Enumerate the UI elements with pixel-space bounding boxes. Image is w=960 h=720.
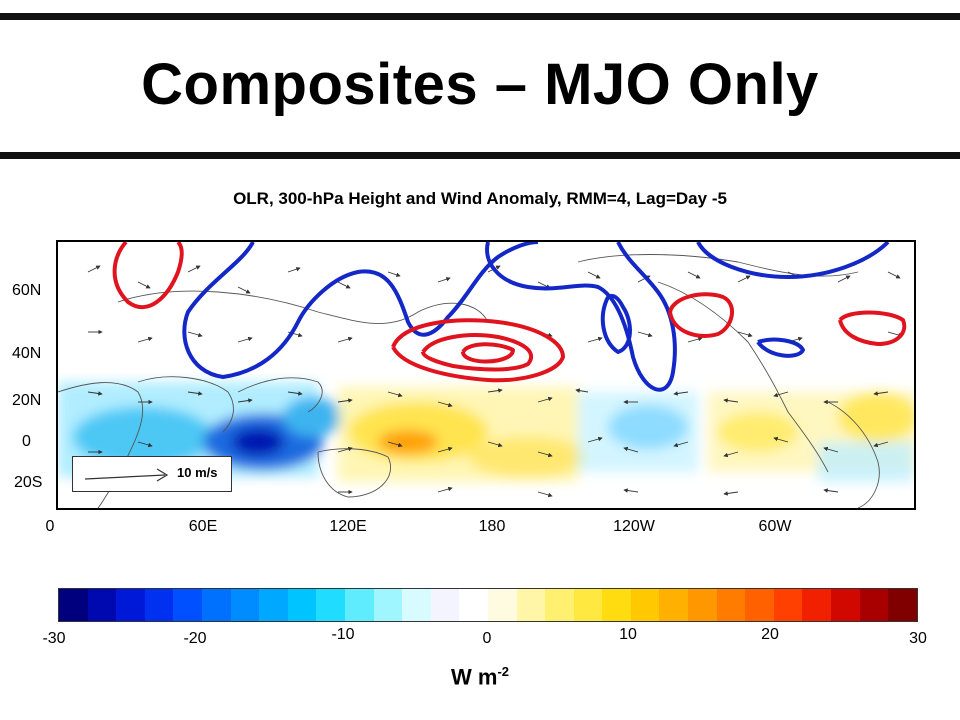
colorbar-swatch	[316, 589, 345, 621]
lat-label-eq: 0	[22, 433, 31, 450]
lon-label-60w: 60W	[758, 518, 792, 535]
colorbar-swatch	[402, 589, 431, 621]
reference-vector-label: 10 m/s	[177, 465, 218, 480]
wind-vectors	[87, 265, 903, 498]
top-rule	[0, 13, 960, 20]
colorbar-tick: 30	[909, 630, 927, 647]
bottom-rule	[0, 152, 960, 159]
anomaly-map: 10 m/s	[56, 240, 916, 510]
lat-label-20n: 20N	[12, 392, 42, 409]
colorbar-swatch	[201, 589, 231, 621]
colorbar-swatch	[630, 589, 660, 621]
map-subtitle: OLR, 300-hPa Height and Wind Anomaly, RM…	[233, 189, 727, 208]
colorbar-tick: 20	[761, 626, 779, 643]
lon-label-120w: 120W	[613, 518, 655, 535]
colorbar-swatch	[230, 589, 260, 621]
colorbar-swatch	[802, 589, 832, 621]
colorbar-swatch	[287, 589, 317, 621]
colorbar-swatch	[87, 589, 117, 621]
colorbar-tick: 0	[482, 630, 492, 647]
units-text: W m	[450, 664, 498, 690]
negative-height-contours	[182, 242, 890, 392]
colorbar-tick: -30	[42, 630, 66, 647]
colorbar-swatch	[116, 589, 145, 621]
colorbar-swatch	[688, 589, 717, 621]
colorbar-swatch	[888, 589, 917, 621]
olr-shading	[58, 382, 914, 482]
colorbar-units: W m-2	[0, 658, 960, 691]
lon-label-180: 180	[478, 518, 506, 535]
colorbar-swatch	[259, 589, 288, 621]
colorbar-swatch	[659, 589, 689, 621]
colorbar-swatch	[487, 589, 517, 621]
colorbar-tick: 10	[619, 626, 637, 643]
colorbar-swatch	[573, 589, 603, 621]
colorbar-swatch	[173, 589, 202, 621]
colorbar-swatch	[745, 589, 774, 621]
reference-vector-box: 10 m/s	[72, 456, 232, 492]
colorbar-swatch	[516, 589, 546, 621]
colorbar-swatch	[859, 589, 889, 621]
olr-colorbar	[58, 588, 918, 622]
lat-label-40n: 40N	[12, 345, 42, 362]
colorbar-swatch	[344, 589, 374, 621]
lat-label-20s: 20S	[14, 474, 43, 491]
units-exponent: -2	[497, 664, 509, 679]
slide-title: Composites – MJO Only	[141, 52, 819, 117]
colorbar-swatch	[716, 589, 746, 621]
colorbar-swatch	[459, 589, 488, 621]
reference-arrow-icon	[84, 468, 169, 482]
colorbar-tick: -20	[183, 630, 207, 647]
colorbar-tick: -10	[331, 626, 355, 643]
colorbar-swatch	[59, 589, 88, 621]
colorbar-swatch	[831, 589, 860, 621]
colorbar-swatch	[144, 589, 174, 621]
lon-label-60e: 60E	[188, 518, 218, 535]
lat-label-60n: 60N	[12, 282, 42, 299]
lon-label-0: 0	[45, 518, 55, 535]
colorbar-swatch	[430, 589, 460, 621]
positive-height-contours	[112, 242, 907, 383]
colorbar-swatch	[602, 589, 631, 621]
colorbar-swatch	[773, 589, 803, 621]
colorbar-swatch	[545, 589, 574, 621]
lon-label-120e: 120E	[329, 518, 367, 535]
colorbar-swatch	[373, 589, 403, 621]
map-graphic	[58, 242, 914, 508]
